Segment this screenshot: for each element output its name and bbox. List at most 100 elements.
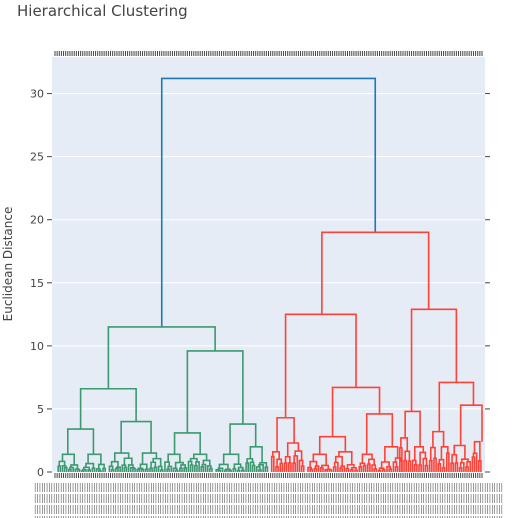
merge-link-r1a [276, 416, 295, 452]
merge-link-sub12r-1 [368, 458, 375, 466]
merge-link-sub13llr-3 [381, 469, 386, 472]
merge-link-sub18l-1 [472, 452, 478, 472]
merge-link-sub3rl-2 [150, 461, 157, 469]
merge-link-sub15rl-2 [418, 464, 422, 472]
merge-link-sub11l-1 [334, 455, 343, 467]
merge-link-g2a [173, 432, 201, 455]
merge-link-sub5ll-2 [187, 460, 193, 472]
merge-link-r2 [410, 308, 458, 412]
merge-link-sub15l-1 [411, 459, 417, 472]
merge-link-sub7rl-2 [258, 464, 264, 472]
merge-link-sub8r-1 [276, 458, 283, 467]
merge-link-sub17ll-2 [450, 462, 454, 472]
merge-link-sub11rl-2 [345, 467, 350, 472]
merge-link-sub2l-1 [110, 460, 119, 468]
merge-link-sub17rl-2 [459, 461, 465, 472]
merge-link-sub5llr-3 [189, 464, 194, 472]
merge-link-sub7r-1 [259, 462, 268, 468]
merge-link-sub6l-1 [218, 463, 229, 470]
merge-link-r1b2 [365, 413, 394, 455]
merge-link-sub0ll-2 [57, 465, 62, 472]
y-tick-label: 0 [37, 466, 44, 479]
merge-link-sub14l-1 [399, 447, 403, 472]
merge-link-sub7rllr-4 [258, 469, 262, 472]
merge-link-sub8-0 [271, 451, 280, 460]
merge-link-sub11r-1 [346, 463, 355, 469]
merge-link-sub0lrr-3 [63, 466, 68, 472]
merge-link-g2 [186, 350, 244, 433]
y-tick-label: 15 [30, 277, 44, 290]
merge-link-r1 [284, 313, 357, 418]
merge-link-sub15rrr-3 [424, 464, 429, 472]
merge-link-sub17-0 [453, 444, 466, 460]
merge-link-sub2rl-2 [121, 464, 127, 472]
merge-link-sub12l-1 [359, 462, 366, 467]
merge-link-sub8l-1 [270, 455, 275, 472]
merge-link-r2b1 [459, 404, 483, 446]
merge-link-sub17rll-3 [458, 467, 463, 472]
merge-link-sub3rrr-3 [159, 469, 164, 472]
merge-link-sub2rlr-3 [123, 466, 128, 472]
merge-link-sub10lr-2 [314, 465, 320, 472]
merge-link-sub5rrr-3 [208, 467, 213, 472]
merge-link-sub6lllr-4 [217, 469, 222, 472]
merge-link-sub12rr-2 [371, 464, 377, 472]
merge-link-sub0lr-2 [61, 465, 67, 472]
merge-link-sub12lr-2 [362, 464, 367, 472]
merge-link-sub4lrl-3 [166, 468, 171, 472]
merge-link-sub1llr-3 [87, 469, 92, 472]
x-tick-labels-row: ||||||||||||||||||||||||||||||||||||||||… [34, 494, 503, 504]
merge-link-sub9rl-2 [293, 455, 299, 472]
merge-link-sub10rrr-3 [328, 469, 333, 472]
merge-link-sub4l-1 [164, 461, 171, 472]
merge-link-sub6lrl-3 [223, 469, 228, 472]
y-tick-label: 10 [30, 340, 44, 353]
merge-link-sub10l-1 [309, 460, 318, 468]
merge-link-sub9rr-2 [298, 459, 304, 472]
merge-link-sub2rrrr-4 [132, 467, 136, 472]
merge-link-sub4rrl-3 [179, 467, 183, 472]
merge-link-sub17l-1 [451, 453, 458, 464]
merge-link-sub4rrr-3 [183, 467, 188, 472]
merge-link-sub11lll-3 [332, 466, 337, 472]
merge-link-sub17rr-2 [466, 461, 472, 472]
merge-link-sub3lr-2 [144, 468, 149, 472]
merge-link-sub14r-1 [404, 450, 411, 462]
merge-link-sub15-0 [413, 445, 425, 461]
merge-link-sub11rrr-3 [354, 469, 358, 472]
merge-link-sub13lrr-3 [388, 468, 393, 472]
merge-link-sub14rr-2 [407, 460, 412, 472]
merge-link-sub13lll-3 [377, 469, 382, 472]
merge-link-sub12rrr-3 [373, 468, 378, 472]
merge-link-sub12ll-2 [358, 466, 363, 472]
merge-link-sub16-0 [432, 430, 445, 448]
merge-link-sub1rlr-3 [97, 470, 102, 472]
merge-link-r [321, 231, 430, 315]
merge-link-sub6-0 [222, 453, 240, 465]
merge-link-sub11ll-2 [333, 461, 339, 472]
merge-link-sub13-0 [384, 445, 399, 462]
merge-link-sub13r-1 [394, 457, 402, 463]
merge-link-sub17lr-2 [454, 462, 459, 472]
merge-link-sub10rl-2 [320, 467, 324, 472]
merge-link-sub16l-1 [429, 446, 436, 461]
merge-link-sub3r-1 [152, 457, 162, 467]
merge-link-sub12rl-2 [366, 463, 371, 472]
merge-link-g2b [229, 423, 257, 455]
merge-link-sub11lrl-3 [339, 467, 343, 472]
merge-link-sub3llr-3 [140, 468, 145, 472]
merge-link-sub18-0 [473, 440, 481, 461]
merge-link-sub1-0 [87, 453, 102, 465]
merge-link-sub13l-1 [380, 461, 390, 469]
merge-link-sub9rll-3 [292, 462, 296, 472]
merge-link-sub6lrr-3 [228, 469, 232, 472]
chart-title: Hierarchical Clustering [17, 2, 188, 20]
merge-link-sub5r-1 [202, 459, 211, 466]
merge-link-sub6rl-2 [232, 467, 237, 472]
merge-link-sub1llll-4 [80, 470, 85, 472]
merge-link-sub16rll-3 [437, 463, 442, 472]
merge-link-sub9r-1 [294, 450, 303, 461]
merge-link-sub16r-1 [440, 445, 449, 460]
x-tick-labels-row: ||||||||||||||||||||||||||||||||||||||||… [34, 483, 503, 493]
